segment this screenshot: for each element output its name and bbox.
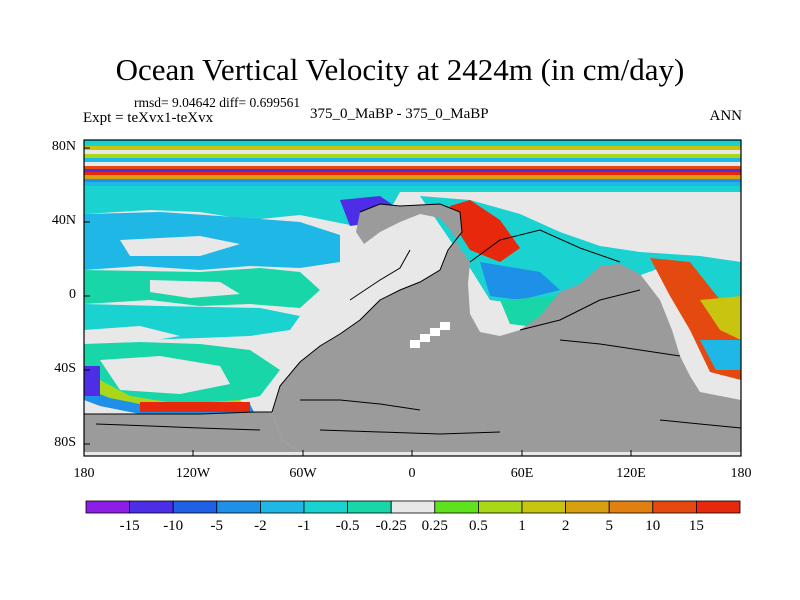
lon-label-120w: 120W [175,466,211,481]
lon-label-60w: 60W [289,466,317,481]
lat-label-40n: 40N [51,213,76,228]
axis-ticks [83,147,742,456]
lon-label-180e: 180 [730,466,752,481]
colorbar-label: 15 [688,518,704,534]
colorbar-swatch [477,500,523,514]
coastlines [84,203,742,435]
colorbar-swatch [259,500,305,514]
colorbar-label: -15 [119,518,140,534]
lat-label-0: 0 [69,287,76,302]
lon-label-60e: 60E [510,466,534,481]
colorbar-label: 1 [518,518,526,534]
colorbar-swatch [696,500,741,514]
colorbar-swatch [608,500,654,514]
experiment-label: Expt = teXvx1-teXvx [83,110,214,126]
colorbar-swatch [521,500,566,514]
map-title: Ocean Vertical Velocity at 2424m (in cm/… [115,52,685,87]
colorbar-label: -5 [210,518,224,534]
colorbar-swatch [129,500,174,514]
lat-label-80n: 80N [51,139,76,154]
colorbar-label: -0.5 [335,518,360,534]
colorbar-label: -0.25 [375,518,407,534]
colorbar-swatch [347,500,392,514]
colorbar-swatch [652,500,697,514]
colorbar-label: -2 [254,518,267,534]
colorbar-swatch [172,500,218,514]
colorbar-label: -10 [163,518,184,534]
colorbar [85,500,741,514]
colorbar-label: -1 [297,518,311,534]
lon-label-120e: 120E [616,466,646,481]
colorbar-label: 10 [645,518,661,534]
colorbar-swatch [303,500,348,514]
land-masses [84,204,741,452]
lat-label-80s: 80S [54,435,76,450]
colorbar-swatch [434,500,479,514]
colorbar-label: 0.25 [421,518,448,534]
colorbar-label: 0.5 [469,518,488,534]
lat-label-40s: 40S [54,361,76,376]
colorbar-label: 5 [605,518,613,534]
season-label: ANN [709,108,743,124]
comparison-label: 375_0_MaBP - 375_0_MaBP [310,106,489,122]
colorbar-label: 2 [561,518,570,534]
colorbar-swatch [85,500,130,514]
lon-label-180w: 180 [73,466,95,481]
colorbar-swatch [216,500,261,514]
colorbar-swatch [565,500,610,514]
lon-label-0: 0 [408,466,416,481]
colorbar-swatch [390,500,436,514]
stats-text: rmsd= 9.04642 diff= 0.699561 [134,95,301,110]
